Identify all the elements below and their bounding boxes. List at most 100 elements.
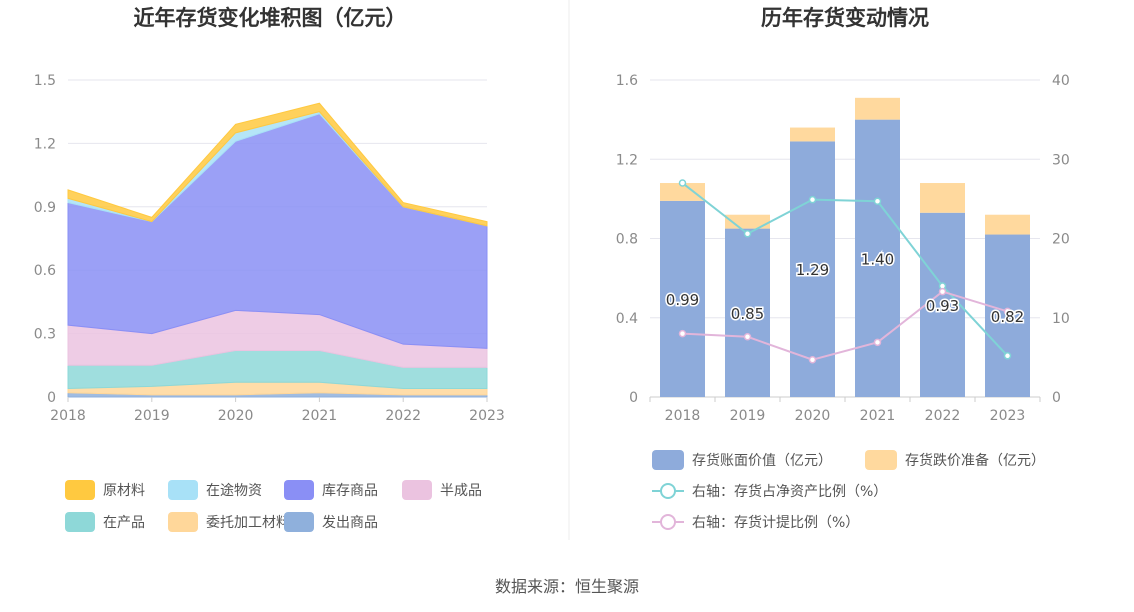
left-legend-label: 库存商品 — [322, 483, 378, 499]
line-point-line_net — [873, 197, 882, 206]
bar-provision_bar — [790, 127, 835, 142]
bar-book_bar — [920, 212, 965, 397]
bar-provision_bar — [985, 214, 1030, 235]
left-legend-swatch — [284, 480, 314, 500]
bar-book_bar — [855, 119, 900, 397]
left-legend-label: 半成品 — [440, 483, 482, 499]
right-legend-label: 右轴：存货占净资产比例（%） — [692, 483, 887, 500]
bar-value-label: 0.99 — [666, 291, 699, 309]
line-point-line_prov — [743, 333, 752, 341]
left-y-tick: 1.2 — [34, 136, 56, 152]
right-bar-labels: 0.99 0.85 1.29 1.40 0.93 0.82 — [664, 249, 1025, 327]
right-x-tick: 2023 — [990, 408, 1026, 424]
right-legend-swatch — [652, 450, 684, 470]
data-source: 数据来源：恒生聚源 — [495, 577, 639, 596]
right-y-tick: 1.2 — [616, 152, 638, 168]
area-series-raw — [67, 102, 488, 227]
bar-provision_bar — [920, 183, 965, 213]
bar-value-label: 0.85 — [731, 305, 764, 323]
bar-book_bar — [660, 200, 705, 397]
line-point-line_net — [808, 195, 817, 204]
right-legend-marker — [660, 514, 676, 530]
line-point-line_prov — [1003, 307, 1012, 316]
left-legend-label: 发出商品 — [322, 515, 378, 531]
left-legend-item: 原材料 — [65, 480, 145, 500]
left-area-series — [67, 102, 488, 398]
left-legend-swatch — [65, 512, 95, 532]
left-x-tick: 2019 — [134, 408, 170, 424]
left-x-tick: 2023 — [469, 408, 505, 424]
right-y2-tick: 10 — [1052, 311, 1070, 327]
left-legend-label: 原材料 — [103, 483, 145, 499]
bar-book_bar — [725, 228, 770, 397]
left-x-tick: 2022 — [385, 408, 421, 424]
right-legend-item: 存货跌价准备（亿元） — [865, 450, 1045, 470]
right-legend-item: 右轴：存货占净资产比例（%） — [652, 483, 887, 500]
left-legend-swatch — [168, 512, 198, 532]
left-x-axis: 2018 2019 2020 2021 2022 2023 — [50, 397, 505, 424]
left-legend-label: 在途物资 — [206, 482, 262, 499]
left-legend-item: 库存商品 — [284, 480, 378, 500]
left-x-tick: 2018 — [50, 408, 86, 424]
right-y2-tick: 40 — [1052, 73, 1070, 89]
line-point-line_prov — [808, 356, 817, 364]
left-legend-item: 在产品 — [65, 512, 145, 532]
line-point-line_prov — [678, 329, 687, 338]
left-x-tick: 2020 — [218, 408, 254, 424]
right-line-series — [678, 179, 1012, 364]
left-y-axis: 0 0.3 0.6 0.9 1.2 1.5 — [34, 73, 56, 406]
right-legend-item: 存货账面价值（亿元） — [652, 450, 832, 470]
right-legend-marker — [660, 483, 676, 499]
right-x-tick: 2022 — [925, 408, 961, 424]
right-x-tick: 2018 — [665, 408, 701, 424]
right-y-tick: 1.6 — [616, 73, 638, 89]
bar-value-label: 0.82 — [991, 308, 1024, 326]
left-y-tick: 0.3 — [34, 327, 56, 343]
right-y2-tick: 0 — [1052, 390, 1061, 406]
stacked-area-chart: 近年存货变化堆积图（亿元） 00.30.60.91.21.5 2018 2019 2… — [34, 6, 505, 532]
right-bar-series — [660, 97, 1030, 397]
right-y-tick: 0.8 — [616, 232, 638, 248]
left-legend-item: 委托加工材料 — [168, 512, 290, 532]
left-y-tick: 0.9 — [34, 200, 56, 216]
right-legend-swatch — [865, 450, 897, 470]
right-y-tick: 0.4 — [616, 311, 638, 327]
right-legend-label: 存货跌价准备（亿元） — [905, 452, 1045, 469]
right-x-tick: 2020 — [795, 408, 831, 424]
bar-provision_bar — [660, 183, 705, 201]
bar-book_bar — [985, 234, 1030, 397]
left-legend-label: 委托加工材料 — [206, 515, 290, 531]
bar-value-label: 0.93 — [926, 297, 959, 315]
left-y-tick: 0.6 — [34, 263, 56, 279]
right-legend-label: 存货账面价值（亿元） — [692, 452, 832, 469]
right-chart-title: 历年存货变动情况 — [761, 6, 929, 30]
right-y-axis-left: 0 0.4 0.8 1.2 1.6 — [616, 73, 638, 406]
line-line_prov — [682, 290, 1008, 361]
right-y-tick: 0 — [629, 390, 638, 406]
left-legend-swatch — [65, 480, 95, 500]
left-legend-swatch — [168, 480, 198, 500]
left-y-tick: 1.5 — [34, 73, 56, 89]
left-legend-label: 在产品 — [103, 515, 145, 531]
bar-line-chart: 历年存货变动情况 0.99 0.85 1.29 1.40 0.93 0.82 0 0.4 0.… — [616, 6, 1070, 531]
left-legend-item: 发出商品 — [284, 512, 378, 532]
line-point-line_net — [1003, 352, 1012, 360]
left-legend-item: 半成品 — [402, 480, 482, 500]
right-y2-tick: 20 — [1052, 232, 1070, 248]
left-legend-item: 在途物资 — [168, 480, 262, 500]
bar-value-label: 1.40 — [861, 250, 894, 268]
right-legend: 存货账面价值（亿元） 存货跌价准备（亿元） 右轴：存货占净资产比例（%） 右轴：存货计… — [652, 450, 1045, 531]
line-point-line_net — [678, 179, 687, 187]
left-x-tick: 2021 — [302, 408, 338, 424]
right-legend-label: 右轴：存货计提比例（%） — [692, 514, 859, 531]
left-chart-title: 近年存货变化堆积图（亿元） — [134, 6, 407, 30]
line-line_net — [681, 182, 1009, 357]
line-point-line_prov — [873, 338, 882, 347]
right-x-axis: 2018 2019 2020 2021 2022 2023 — [649, 397, 1041, 424]
right-x-tick: 2021 — [860, 408, 896, 424]
bar-value-label: 1.29 — [796, 261, 829, 279]
right-y-axis-right: 0 10 20 30 40 — [1052, 73, 1070, 406]
right-legend-item: 右轴：存货计提比例（%） — [652, 514, 859, 531]
